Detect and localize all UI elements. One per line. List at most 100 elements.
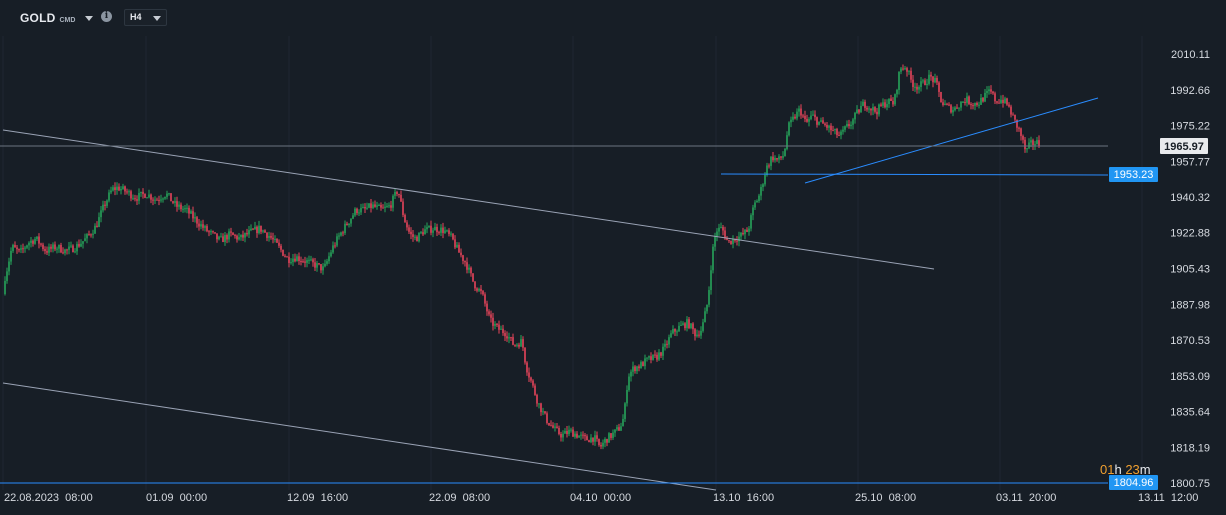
price-axis[interactable]: 2010.11 1992.66 1975.22 1957.77 1940.32 1922.… (1170, 49, 1210, 490)
candle-up (954, 107, 956, 111)
info-icon[interactable]: i (101, 11, 112, 22)
candle-down (136, 199, 138, 201)
candle-down (496, 323, 498, 325)
price-tick-label: 2010.11 (1171, 49, 1210, 61)
candle-down (688, 319, 690, 329)
candle-down (1032, 140, 1034, 145)
rising-support-trendline[interactable] (804, 97, 1099, 184)
candle-down (410, 231, 412, 235)
candle-up (626, 389, 628, 404)
candle-down (396, 192, 398, 194)
candle-down (294, 258, 296, 262)
candle-down (870, 108, 872, 111)
candle-up (30, 240, 32, 243)
candle-up (378, 205, 380, 207)
candle-up (810, 115, 812, 120)
candle-down (522, 339, 524, 348)
candle-down (876, 111, 878, 115)
price-tick-label: 1835.64 (1170, 407, 1210, 419)
level-1805-badge[interactable]: 1804.96 (1109, 475, 1158, 490)
candle-down (998, 102, 1000, 104)
candle-down (118, 186, 120, 191)
candle-up (562, 433, 564, 438)
candle-up (756, 200, 758, 203)
candle-down (730, 240, 732, 244)
candle-up (6, 271, 8, 281)
time-axis[interactable]: 22.08.2023 08:00 01.09 00:00 12.09 16:00 22… (4, 492, 1198, 504)
time-tick-label: 01.09 00:00 (146, 492, 207, 504)
chart-grid (2, 36, 1143, 490)
candle-down (72, 245, 74, 253)
candle-down (884, 102, 886, 108)
level-1953-badge[interactable]: 1953.23 (1109, 167, 1158, 182)
candle-down (1006, 98, 1008, 105)
candle-down (280, 245, 282, 250)
candle-up (644, 358, 646, 367)
price-tick-label: 1887.98 (1170, 299, 1210, 311)
candle-up (860, 105, 862, 113)
timeframe-select[interactable]: H4 (124, 9, 167, 26)
candle-down (598, 438, 600, 445)
candle-down (518, 344, 520, 347)
candle-up (842, 129, 844, 132)
candle-up (920, 81, 922, 87)
upper-channel-trendline[interactable] (2, 129, 935, 270)
candle-up (670, 333, 672, 338)
candle-down (474, 281, 476, 289)
price-tick-label: 1992.66 (1170, 85, 1210, 97)
candle-down (530, 377, 532, 381)
candle-down (890, 98, 892, 102)
level-1953-line[interactable] (720, 173, 1109, 176)
candle-up (604, 438, 606, 443)
candle-up (220, 236, 222, 238)
candle-down (196, 217, 198, 224)
candle-down (910, 70, 912, 80)
candle-up (376, 205, 378, 207)
candle-down (534, 385, 536, 395)
candle-up (926, 83, 928, 86)
candle-down (674, 329, 676, 332)
time-tick-label: 13.11 12:00 (1138, 492, 1198, 504)
candle-down (452, 233, 454, 240)
candle-down (650, 356, 652, 360)
candle-up (328, 256, 330, 262)
candle-up (324, 263, 326, 267)
candle-up (386, 205, 388, 207)
candle-up (578, 435, 580, 438)
candle-down (1038, 140, 1040, 147)
candle-up (612, 432, 614, 438)
candle-down (506, 336, 508, 339)
candle-up (100, 210, 102, 218)
candle-up (788, 122, 790, 136)
candle-down (14, 245, 16, 248)
candle-down (462, 255, 464, 261)
symbol-selector[interactable]: GOLD CMD (20, 11, 94, 25)
candle-up (760, 187, 762, 196)
candle-down (930, 74, 932, 77)
candle-down (18, 249, 20, 251)
candle-down (514, 344, 516, 346)
candle-up (624, 403, 626, 419)
candle-up (500, 328, 502, 330)
candle-up (820, 120, 822, 122)
candle-down (556, 426, 558, 428)
level-1805-badge-text: 1804.96 (1114, 477, 1154, 489)
candle-down (804, 115, 806, 119)
candle-down (400, 194, 402, 202)
lower-channel-trendline[interactable] (2, 382, 717, 491)
candle-down (976, 102, 978, 106)
candle-down (124, 186, 126, 192)
candle-up (590, 437, 592, 443)
candle-down (44, 249, 46, 252)
candle-up (702, 322, 704, 331)
candle-down (32, 240, 34, 244)
candle-down (22, 248, 24, 250)
level-1953-badge-text: 1953.23 (1114, 169, 1154, 181)
candle-down (454, 239, 456, 248)
candle-down (964, 101, 966, 103)
candle-down (236, 235, 238, 240)
candle-up (758, 195, 760, 201)
candle-up (818, 121, 820, 125)
candle-up (1026, 148, 1028, 150)
